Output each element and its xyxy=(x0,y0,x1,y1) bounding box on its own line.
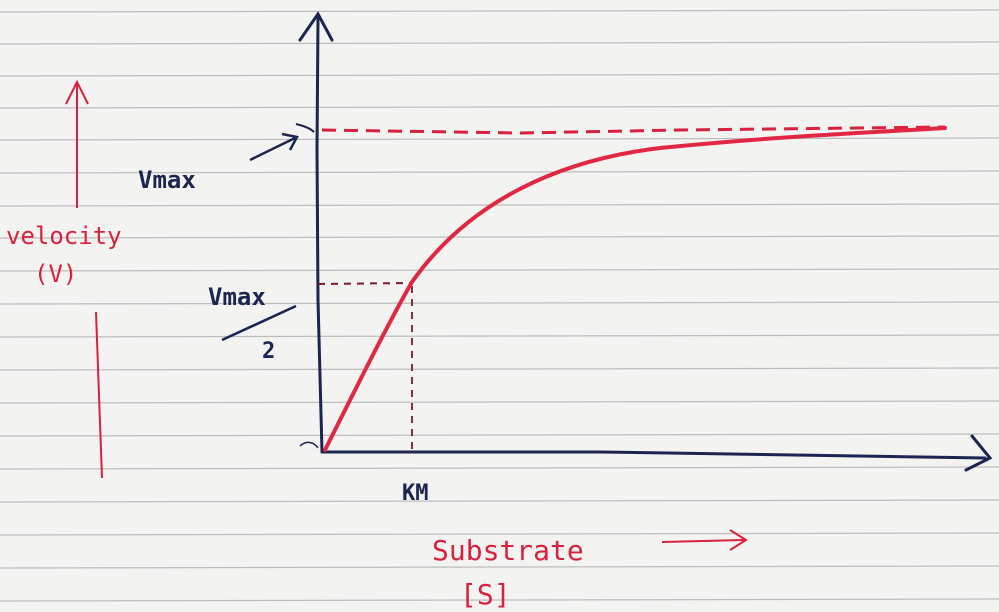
rule-line xyxy=(0,532,999,536)
half-vmax-numerator: Vmax xyxy=(208,283,266,311)
y-axis-line xyxy=(315,16,324,454)
vmax-asymptote-line xyxy=(321,125,946,135)
km-label: KM xyxy=(402,481,429,506)
rule-line xyxy=(0,9,999,13)
rule-line xyxy=(0,235,999,239)
vmax-pointer-arrow xyxy=(249,136,296,162)
x-axis-line xyxy=(320,450,987,460)
half-vmax-denominator: 2 xyxy=(262,339,275,364)
rule-line xyxy=(0,400,999,404)
y-axis-arrowhead xyxy=(298,11,334,42)
rule-line xyxy=(0,598,999,602)
rule-line xyxy=(0,367,999,371)
half-vmax-guide-line xyxy=(317,282,411,285)
rule-line xyxy=(0,170,999,174)
rule-line xyxy=(0,137,999,141)
y-axis xyxy=(298,11,334,454)
rule-line xyxy=(0,41,999,45)
substrate-symbol: [S] xyxy=(460,578,511,611)
ruled-lines xyxy=(0,9,999,602)
rule-line xyxy=(0,334,999,338)
rule-line xyxy=(0,499,999,503)
velocity-curve xyxy=(323,126,947,452)
origin-mark xyxy=(299,441,319,449)
substrate-arrowhead xyxy=(729,529,748,551)
x-axis-arrowhead xyxy=(964,434,993,472)
rule-line xyxy=(0,105,999,109)
rule-line xyxy=(0,301,999,305)
rule-line xyxy=(0,466,999,470)
half-vmax-fraction-bar xyxy=(221,304,297,342)
velocity-up-arrowhead xyxy=(65,79,89,105)
vmax-tick-mark xyxy=(295,123,315,133)
rule-line xyxy=(0,203,999,207)
rule-line xyxy=(0,565,999,569)
substrate-arrow xyxy=(661,539,745,543)
rule-line xyxy=(0,433,999,437)
velocity-label: velocity xyxy=(6,222,122,250)
rule-line xyxy=(0,73,999,77)
velocity-down-line xyxy=(95,311,103,479)
vmax-pointer-arrowhead xyxy=(281,132,299,151)
rule-line xyxy=(0,268,999,272)
substrate-label: Substrate xyxy=(432,534,584,567)
x-axis xyxy=(320,434,993,472)
vmax-label: Vmax xyxy=(138,166,196,194)
velocity-symbol: (V) xyxy=(34,260,77,288)
